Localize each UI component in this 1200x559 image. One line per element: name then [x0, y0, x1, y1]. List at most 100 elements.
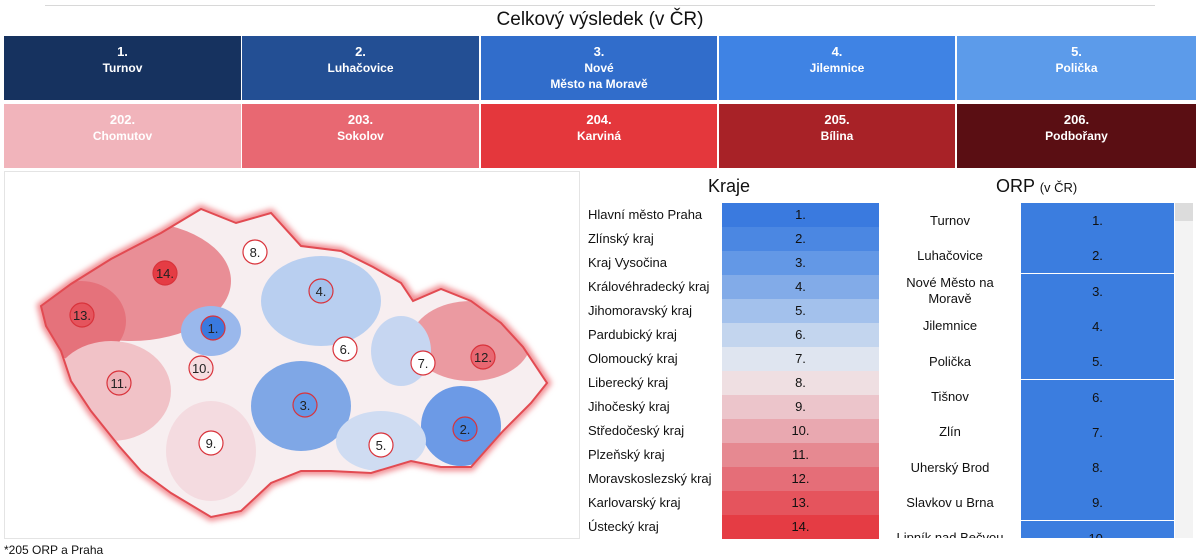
map-marker[interactable]: [368, 432, 394, 458]
scrollbar[interactable]: [1175, 203, 1193, 538]
orp-row[interactable]: Polička 5.: [890, 344, 1174, 380]
map-marker-label: 4.: [316, 284, 327, 299]
kraj-rank-bar: 1.: [722, 203, 879, 227]
orp-row[interactable]: Slavkov u Brna 9.: [890, 485, 1174, 521]
map-marker[interactable]: [410, 350, 436, 376]
kraj-name: Kraj Vysočina: [588, 255, 667, 270]
orp-name: Jilemnice: [922, 318, 978, 334]
map-marker-label: 8.: [250, 245, 261, 260]
orp-title-text: ORP: [996, 176, 1035, 196]
map-marker-label: 3.: [300, 398, 311, 413]
map-marker-label: 12.: [474, 350, 492, 365]
kraje-row[interactable]: Hlavní město Praha 1.: [588, 203, 880, 227]
scrollbar-thumb[interactable]: [1175, 203, 1193, 221]
orp-row[interactable]: Nové Město na Moravě 3.: [890, 273, 1174, 309]
kraj-rank-bar: 6.: [722, 323, 879, 347]
kraj-name: Olomoucký kraj: [588, 351, 678, 366]
orp-subtitle: (v ČR): [1039, 180, 1078, 195]
kraje-row[interactable]: Královéhradecký kraj 4.: [588, 275, 880, 299]
map-marker[interactable]: [332, 336, 358, 362]
orp-row[interactable]: Luhačovice 2.: [890, 238, 1174, 274]
kraje-row[interactable]: Olomoucký kraj 7.: [588, 347, 880, 371]
ranking-tile[interactable]: 2. Luhačovice: [242, 36, 479, 100]
orp-list[interactable]: Turnov 1. Luhačovice 2. Nové Město na Mo…: [880, 200, 1180, 538]
kraj-rank-bar: 5.: [722, 299, 879, 323]
map-marker[interactable]: [292, 392, 318, 418]
orp-rank-bar: 4.: [1021, 308, 1174, 344]
orp-rank-bar: 8.: [1021, 450, 1174, 486]
tile-rank: 203.: [347, 112, 374, 127]
orp-row[interactable]: Uherský Brod 8.: [890, 450, 1174, 486]
kraje-row[interactable]: Jihočeský kraj 9.: [588, 395, 880, 419]
orp-title: ORP (v ČR): [996, 176, 1077, 197]
tile-rank: 204.: [586, 112, 612, 127]
ranking-tile[interactable]: 1. Turnov: [4, 36, 241, 100]
kraj-name: Plzeňský kraj: [588, 447, 665, 462]
map-marker-label: 9.: [206, 436, 217, 451]
orp-row[interactable]: Turnov 1.: [890, 203, 1174, 238]
kraje-row[interactable]: Kraj Vysočina 3.: [588, 251, 880, 275]
map-marker[interactable]: [308, 278, 334, 304]
orp-row[interactable]: Jilemnice 4.: [890, 308, 1174, 344]
kraj-name: Jihočeský kraj: [588, 399, 670, 414]
kraje-row[interactable]: Liberecký kraj 8.: [588, 371, 880, 395]
map-marker-label: 14.: [156, 266, 174, 281]
tile-rank: 2.: [355, 44, 366, 59]
orp-name: Tišnov: [931, 389, 969, 404]
kraj-name: Ústecký kraj: [588, 519, 659, 534]
kraj-name: Hlavní město Praha: [588, 207, 703, 222]
kraje-row[interactable]: Plzeňský kraj 11.: [588, 443, 880, 467]
map-marker-label: 2.: [460, 422, 471, 437]
kraj-name: Královéhradecký kraj: [588, 279, 710, 294]
map-marker[interactable]: [152, 260, 178, 286]
kraj-rank-bar: 3.: [722, 251, 879, 275]
czech-map[interactable]: 1. 2. 3. 4. 5. 6. 7. 8. 9. 10. 11. 12. 13. 14.: [5, 172, 581, 540]
kraj-rank-bar: 14.: [722, 515, 879, 539]
kraj-rank-bar: 11.: [722, 443, 879, 467]
kraj-rank-bar: 12.: [722, 467, 879, 491]
ranking-tile[interactable]: 203. Sokolov: [242, 104, 479, 168]
tile-rank: 1.: [117, 44, 128, 59]
ranking-tile[interactable]: 205. Bílina: [719, 104, 955, 168]
kraje-row[interactable]: Moravskoslezský kraj 12.: [588, 467, 880, 491]
map-marker[interactable]: [69, 302, 95, 328]
orp-row[interactable]: Tišnov 6.: [890, 379, 1174, 415]
tile-rank: 3.: [593, 44, 605, 59]
map-panel[interactable]: 1. 2. 3. 4. 5. 6. 7. 8. 9. 10. 11. 12. 13. 14.: [4, 171, 580, 539]
ranking-tile[interactable]: 206. Podbořany: [957, 104, 1196, 168]
orp-row[interactable]: Lipník nad Bečvou 10.: [890, 520, 1174, 538]
tile-name: Bílina: [820, 129, 854, 143]
ranking-tile[interactable]: 202. Chomutov: [4, 104, 241, 168]
map-marker[interactable]: [106, 370, 132, 396]
kraje-row[interactable]: Zlínský kraj 2.: [588, 227, 880, 251]
map-marker[interactable]: [470, 344, 496, 370]
orp-name: Uherský Brod: [910, 459, 990, 475]
orp-rank-bar: 2.: [1021, 238, 1174, 274]
map-marker-label: 11.: [110, 376, 127, 391]
map-marker[interactable]: [452, 416, 478, 442]
map-marker[interactable]: [200, 315, 226, 341]
kraje-row[interactable]: Středočeský kraj 10.: [588, 419, 880, 443]
orp-rank-bar: 5.: [1021, 344, 1174, 380]
orp-name: Slavkov u Brna: [906, 494, 994, 510]
map-marker[interactable]: [188, 355, 214, 381]
kraj-rank-bar: 4.: [722, 275, 879, 299]
tile-name: Podbořany: [1045, 129, 1108, 143]
map-marker-label: 13.: [73, 308, 91, 323]
tile-rank: 206.: [1063, 112, 1090, 127]
kraje-row[interactable]: Karlovarský kraj 13.: [588, 491, 880, 515]
orp-rank-bar: 6.: [1021, 379, 1174, 415]
ranking-tile[interactable]: 4. Jilemnice: [719, 36, 955, 100]
ranking-tile[interactable]: 5. Polička: [957, 36, 1196, 100]
orp-row[interactable]: Zlín 7.: [890, 414, 1174, 450]
ranking-tile[interactable]: 204. Karviná: [481, 104, 717, 168]
map-marker[interactable]: [198, 430, 224, 456]
ranking-tile[interactable]: 3. Nové Město na Moravě: [481, 36, 717, 100]
kraje-row[interactable]: Ústecký kraj 14.: [588, 515, 880, 539]
kraj-name: Zlínský kraj: [588, 231, 654, 246]
kraje-row[interactable]: Jihomoravský kraj 5.: [588, 299, 880, 323]
kraje-row[interactable]: Pardubický kraj 6.: [588, 323, 880, 347]
tile-name: Karviná: [576, 129, 622, 143]
map-marker[interactable]: [242, 239, 268, 265]
kraj-name: Moravskoslezský kraj: [588, 471, 712, 486]
